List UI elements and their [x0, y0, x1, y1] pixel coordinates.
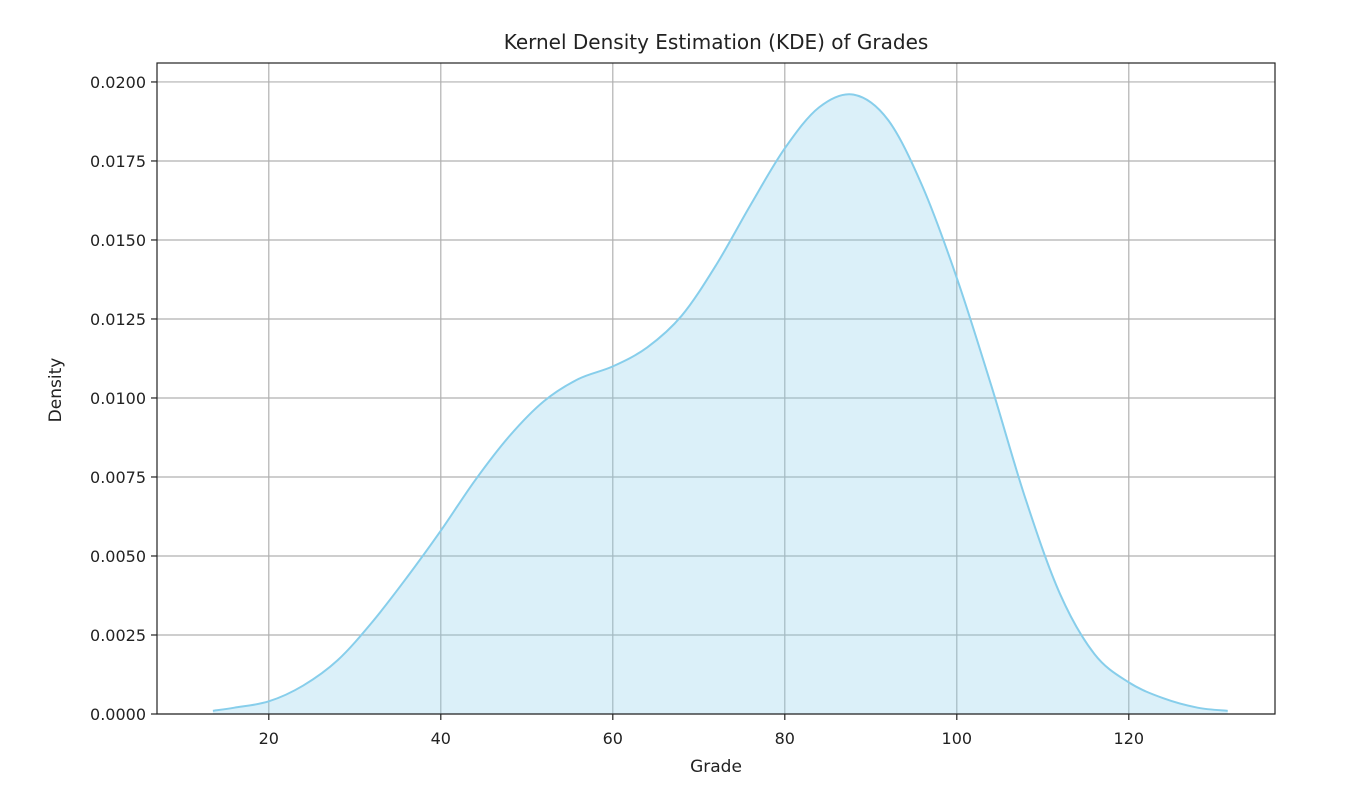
density-curve: [212, 93, 1228, 712]
x-tick-label: 60: [603, 729, 623, 748]
plot-background: [157, 63, 1275, 714]
density-series: [212, 93, 1228, 714]
y-tick-label: 0.0075: [90, 468, 146, 487]
chart-title: Kernel Density Estimation (KDE) of Grade…: [504, 30, 929, 54]
x-axis-label: Grade: [690, 757, 742, 777]
y-tick-label: 0.0175: [90, 152, 146, 171]
y-tick-label: 0.0100: [90, 389, 146, 408]
x-tick-label: 80: [775, 729, 795, 748]
x-tick-label: 40: [431, 729, 451, 748]
y-axis-label: Density: [46, 358, 66, 423]
y-tick-label: 0.0050: [90, 547, 146, 566]
y-tick-label: 0.0025: [90, 626, 146, 645]
density-area-fill: [212, 94, 1228, 714]
y-tick-label: 0.0000: [90, 705, 146, 724]
x-tick-label: 120: [1114, 729, 1145, 748]
x-tick-label: 20: [259, 729, 279, 748]
x-axis-ticks: 20 40 60 80 100 120: [259, 714, 1144, 748]
y-tick-label: 0.0150: [90, 231, 146, 250]
y-tick-label: 0.0125: [90, 310, 146, 329]
plot-frame: [156, 62, 1276, 715]
x-tick-label: 100: [942, 729, 973, 748]
y-tick-label: 0.0200: [90, 73, 146, 92]
y-axis-ticks: 0.0000 0.0025 0.0050 0.0075 0.0100 0.0125 0.01…: [90, 73, 157, 724]
